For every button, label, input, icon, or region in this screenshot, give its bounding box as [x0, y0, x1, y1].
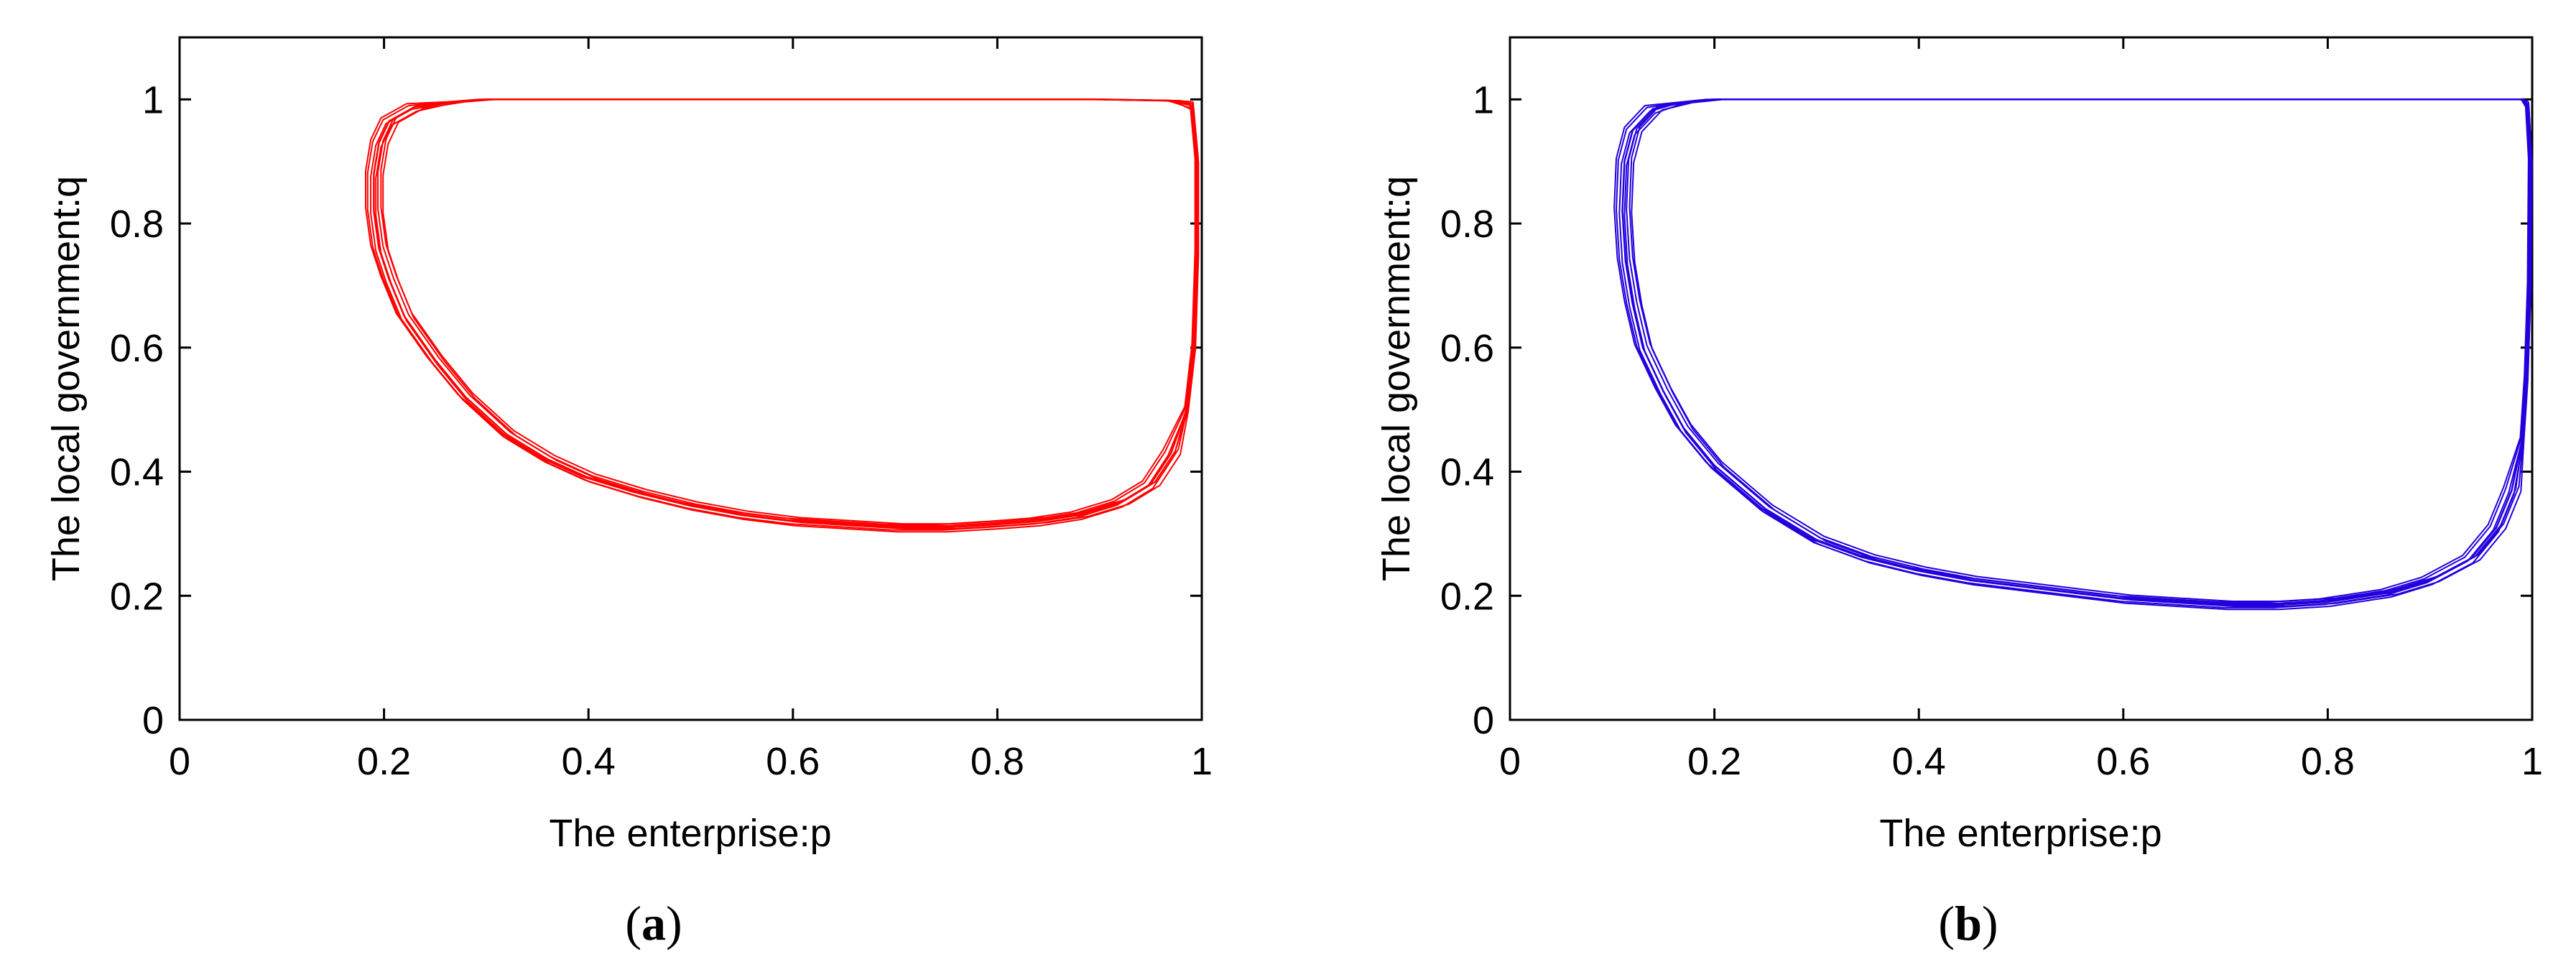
y-axis-label: The local government:q — [45, 176, 88, 581]
y-tick-label: 0.4 — [110, 451, 164, 494]
y-tick-label: 0.8 — [110, 203, 164, 246]
x-tick-label: 0.8 — [970, 740, 1024, 783]
trajectory-line — [366, 98, 1197, 527]
x-tick-label: 0.2 — [357, 740, 411, 783]
x-tick-label: 0.6 — [2096, 740, 2150, 783]
trajectory-line — [382, 98, 1200, 529]
axis-ticks — [178, 37, 1203, 721]
x-tick-label: 0.6 — [766, 740, 820, 783]
trajectory-line — [380, 98, 1199, 525]
trajectory-line — [1616, 98, 2530, 605]
trajectory-line — [375, 98, 1198, 533]
y-tick-label: 1 — [1473, 78, 1494, 121]
chart-panel-a: 0 0.2 0.4 0.6 0.8 1 0 0.2 0.4 0.6 0.8 1 The enterpr… — [45, 36, 1213, 950]
x-tick-label: 0 — [169, 740, 190, 783]
trajectory-line — [1626, 98, 2532, 604]
panel-label: (b) — [1938, 896, 1998, 950]
y-tick-label: 0.8 — [1440, 203, 1494, 246]
tick-labels: 0 0.2 0.4 0.6 0.8 1 0 0.2 0.4 0.6 0.8 1 — [110, 78, 1213, 783]
y-axis-label: The local government:q — [1375, 176, 1418, 581]
x-axis-label: The enterprise:p — [1879, 812, 2162, 855]
trajectory-line — [1631, 98, 2533, 607]
y-tick-label: 0.4 — [1440, 451, 1494, 494]
trajectory-line — [377, 98, 1198, 527]
y-tick-label: 0.2 — [110, 575, 164, 618]
x-tick-label: 0 — [1499, 740, 1521, 783]
chart-panel-b: 0 0.2 0.4 0.6 0.8 1 0 0.2 0.4 0.6 0.8 1 The enterpr… — [1375, 36, 2543, 950]
trajectory-curves — [1613, 98, 2533, 611]
x-tick-label: 1 — [1191, 740, 1213, 783]
trajectory-line — [373, 98, 1198, 529]
x-tick-label: 1 — [2521, 740, 2543, 783]
tick-labels: 0 0.2 0.4 0.6 0.8 1 0 0.2 0.4 0.6 0.8 1 — [1440, 78, 2543, 783]
trajectory-line — [1618, 98, 2531, 609]
y-tick-label: 1 — [142, 78, 164, 121]
y-tick-label: 0.6 — [110, 327, 164, 370]
trajectory-line — [1628, 98, 2533, 602]
trajectory-line — [1621, 98, 2531, 606]
panel-letter: a — [641, 896, 666, 950]
trajectory-curves — [365, 98, 1200, 533]
y-tick-label: 0 — [142, 699, 164, 742]
x-tick-label: 0.2 — [1687, 740, 1741, 783]
plot-frame — [1509, 36, 2534, 721]
panel-letter: b — [1955, 896, 1982, 950]
y-tick-label: 0.6 — [1440, 327, 1494, 370]
x-tick-label: 0.4 — [1892, 740, 1946, 783]
trajectory-line — [370, 98, 1197, 531]
x-tick-label: 0.8 — [2301, 740, 2355, 783]
y-tick-label: 0.2 — [1440, 575, 1494, 618]
y-tick-label: 0 — [1473, 699, 1494, 742]
trajectory-line — [365, 98, 1196, 525]
plot-frame — [178, 36, 1203, 721]
trajectory-line — [1623, 98, 2531, 611]
x-tick-label: 0.4 — [562, 740, 616, 783]
panel-label: (a) — [625, 896, 682, 950]
trajectory-line — [1613, 98, 2529, 603]
x-axis-label: The enterprise:p — [549, 812, 831, 855]
axis-ticks — [1509, 37, 2534, 721]
